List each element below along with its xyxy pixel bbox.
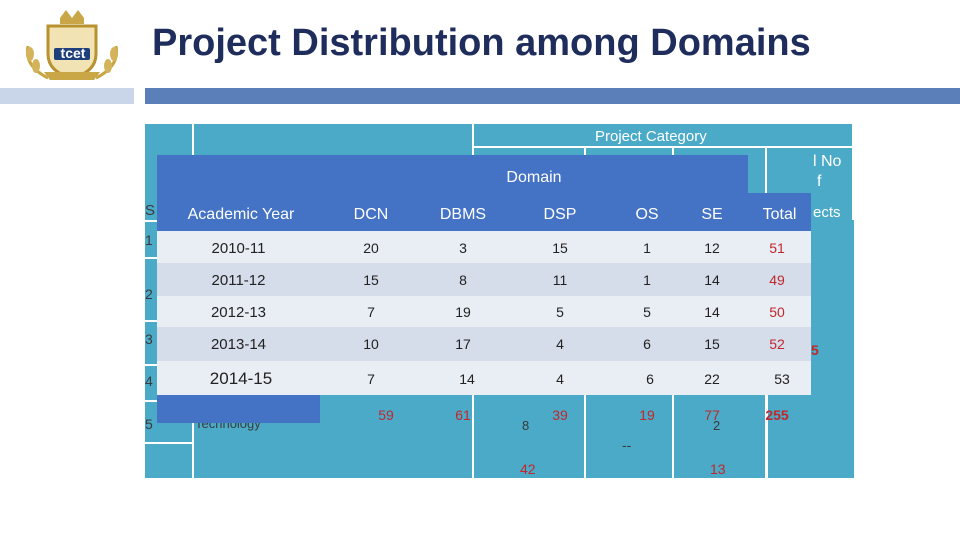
table-row: 2013-14 10 17 4 6 15 52: [157, 327, 811, 361]
total-no-header-fragment-3: ects: [813, 204, 841, 221]
row-number-2: 2: [145, 286, 153, 302]
year-cell: 2012-13: [210, 304, 267, 321]
os-cell: 6: [643, 336, 651, 352]
total-no-header-fragment-2: f: [817, 173, 822, 190]
se-cell: 12: [704, 240, 720, 256]
bottom-value-1: 42: [520, 461, 536, 477]
dsp-cell: 4: [556, 371, 564, 387]
dbms-cell: 3: [459, 240, 467, 256]
dcn-cell: 20: [363, 240, 379, 256]
project-category-header: Project Category: [595, 128, 707, 145]
table-row: 2014-15 7 14 4 6 22 53: [157, 361, 811, 395]
domain-header: Domain: [506, 169, 562, 186]
dcn-cell: 7: [367, 304, 375, 320]
dcn-total-cell: 59: [378, 407, 394, 423]
dcn-cell: 7: [367, 371, 375, 387]
table-row: 2010-11 20 3 15 1 12 51: [157, 231, 811, 263]
total-cell: 50: [769, 304, 785, 320]
year-cell: 2010-11: [211, 240, 266, 257]
os-total-cell: 19: [639, 407, 655, 423]
total-fragment: 5: [811, 342, 819, 358]
se-total-cell: 77: [704, 407, 720, 423]
dsp-cell: 11: [552, 272, 568, 288]
tcet-logo: tcet: [14, 6, 130, 84]
domain-table: Domain Academic Year DCN DBMS DSP OS SE …: [157, 155, 811, 427]
os-cell: 5: [643, 304, 651, 320]
header-domain-block: [320, 155, 748, 231]
os-cell: 1: [643, 272, 651, 288]
grand-total-cell: 255: [765, 407, 789, 423]
total-cell: 53: [774, 371, 790, 387]
dsp-cell: 4: [556, 336, 564, 352]
header-academic-year: Academic Year: [187, 206, 295, 223]
logo-text: tcet: [60, 45, 86, 61]
se-cell: 14: [704, 272, 720, 288]
dcn-cell: 10: [363, 336, 379, 352]
dbms-cell: 8: [459, 272, 467, 288]
title-underline-right: [145, 88, 960, 104]
se-cell: 15: [704, 336, 720, 352]
dsp-total-cell: 39: [552, 407, 568, 423]
os-cell: 1: [643, 240, 651, 256]
os-cell: 6: [646, 371, 654, 387]
header-dsp: DSP: [543, 206, 577, 223]
total-cell: 51: [769, 240, 785, 256]
bottom-value-2: --: [622, 437, 632, 453]
partial-value-1: 8: [522, 418, 530, 433]
total-no-header-fragment-1: l No: [813, 153, 842, 170]
dsp-cell: 15: [552, 240, 568, 256]
year-cell: 2014-15: [209, 369, 273, 388]
totals-label-block: [157, 395, 320, 423]
header-dcn: DCN: [353, 206, 389, 223]
dcn-cell: 15: [363, 272, 379, 288]
table-row: 2011-12 15 8 11 1 14 49: [157, 263, 811, 296]
row-number-1: 1: [145, 232, 153, 248]
row-number-5: 5: [145, 416, 153, 432]
header-total: Total: [762, 206, 797, 223]
partial-value-2: 2: [713, 418, 721, 433]
dsp-cell: 5: [556, 304, 564, 320]
dbms-cell: 17: [455, 336, 471, 352]
row-number-4: 4: [145, 373, 153, 389]
total-cell: 49: [769, 272, 785, 288]
header-total-block: [748, 193, 811, 231]
dbms-cell: 14: [459, 371, 475, 387]
se-cell: 22: [704, 371, 720, 387]
dbms-cell: 19: [455, 304, 471, 320]
totals-row: 59 61 39 19 77 255: [157, 395, 811, 427]
sr-header-fragment: S: [145, 202, 156, 219]
header-se: SE: [701, 206, 723, 223]
year-cell: 2011-12: [211, 272, 266, 289]
slide-title: Project Distribution among Domains: [152, 22, 811, 64]
total-cell: 52: [769, 336, 785, 352]
header-academic-year-block: [157, 155, 320, 231]
bottom-value-3: 13: [710, 461, 726, 477]
dbms-total-cell: 61: [455, 407, 471, 423]
header-dbms: DBMS: [439, 206, 487, 223]
table-row: 2012-13 7 19 5 5 14 50: [157, 296, 811, 327]
se-cell: 14: [704, 304, 720, 320]
row-number-3: 3: [145, 331, 153, 347]
year-cell: 2013-14: [210, 336, 267, 353]
title-underline-left: [0, 88, 134, 104]
header-os: OS: [635, 206, 659, 223]
